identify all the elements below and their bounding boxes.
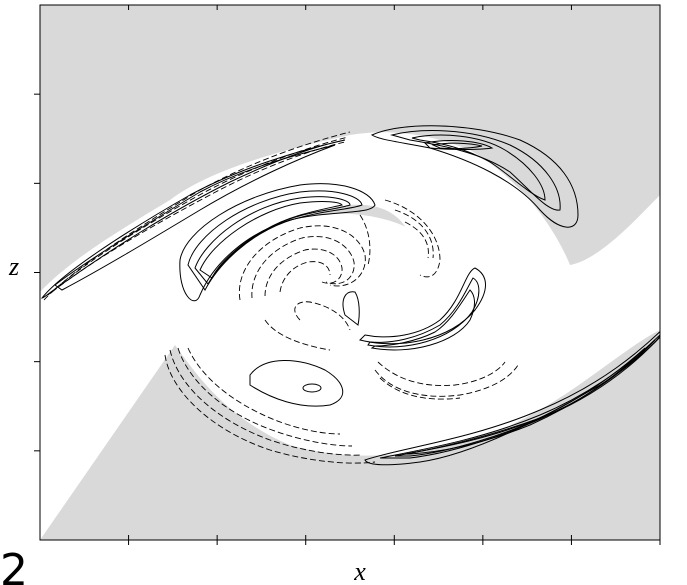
small-contour-loop xyxy=(302,383,322,393)
dashed-contours xyxy=(43,131,519,464)
solid-contours xyxy=(40,125,660,466)
x-axis-label: x xyxy=(353,557,366,585)
white-blob-lower-left xyxy=(249,360,343,407)
shaded-region-upper xyxy=(40,5,660,292)
white-swirl-band xyxy=(175,213,475,411)
panel-number: 2 xyxy=(0,545,28,585)
y-axis-label: z xyxy=(8,252,19,281)
axis-ticks xyxy=(34,5,661,545)
shaded-region-lower xyxy=(40,330,660,540)
